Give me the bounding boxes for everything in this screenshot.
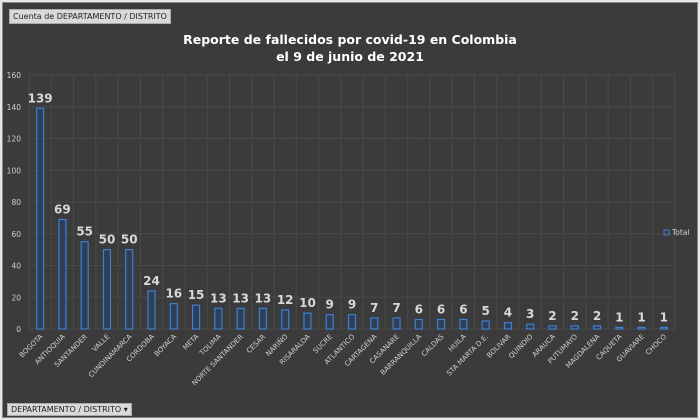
data-label: 6 [415, 302, 423, 316]
data-label: 1 [637, 310, 645, 324]
data-label: 50 [99, 233, 116, 247]
chart-title: Reporte de fallecidos por covid-19 en Co… [3, 31, 697, 65]
y-tick-label: 140 [7, 103, 22, 112]
axis-field-button[interactable]: DEPARTAMENTO / DISTRITO ▾ [7, 403, 132, 416]
x-tick-label: CALDAS [420, 332, 446, 358]
y-tick-label: 40 [11, 262, 21, 271]
bar[interactable] [503, 322, 513, 330]
data-label: 4 [504, 306, 512, 320]
x-tick-label: VALLE [91, 333, 112, 354]
data-label: 55 [76, 225, 93, 239]
data-label: 1 [615, 310, 623, 324]
bar[interactable] [214, 307, 223, 330]
bar[interactable] [258, 307, 267, 330]
data-label: 13 [232, 291, 249, 305]
dropdown-arrow-icon: ▾ [123, 405, 128, 414]
bar[interactable] [592, 325, 602, 330]
bar[interactable] [325, 314, 334, 330]
bar[interactable] [659, 326, 668, 330]
bar[interactable] [437, 318, 446, 330]
bar[interactable] [236, 307, 245, 330]
bar[interactable] [526, 323, 535, 330]
data-label: 15 [188, 288, 205, 302]
bar[interactable] [80, 241, 89, 330]
data-label: 10 [299, 296, 316, 310]
legend-label: Total [671, 228, 690, 237]
x-tick-label: QUINDIO [507, 332, 535, 360]
title: Reporte de fallecidos por covid-19 en Co… [183, 32, 517, 47]
bar[interactable] [58, 218, 67, 330]
data-label: 1 [660, 310, 668, 324]
bar[interactable] [147, 290, 156, 330]
bar[interactable] [169, 303, 178, 330]
bar[interactable] [615, 326, 624, 330]
data-label: 13 [255, 291, 272, 305]
x-tick-label: CHOCO [644, 332, 668, 356]
data-label: 7 [370, 301, 378, 315]
bar[interactable] [347, 314, 357, 330]
bar[interactable] [125, 249, 134, 330]
data-label: 9 [348, 298, 356, 312]
bar[interactable] [281, 309, 290, 330]
data-label: 16 [165, 287, 182, 301]
data-label: 12 [277, 293, 294, 307]
bar[interactable] [548, 325, 557, 330]
y-tick-label: 60 [11, 230, 21, 239]
bar[interactable] [392, 317, 401, 330]
x-tick-label: HUILA [447, 333, 468, 354]
subtitle: el 9 de junio de 2021 [276, 49, 424, 64]
bar[interactable] [370, 317, 379, 330]
value-field-button[interactable]: Cuenta de DEPARTAMENTO / DISTRITO [9, 9, 171, 24]
x-tick-label: STA MARTA D.E. [445, 333, 490, 378]
data-label: 6 [459, 302, 467, 316]
bar[interactable] [481, 320, 490, 330]
bar[interactable] [637, 326, 646, 330]
data-label: 2 [548, 309, 556, 323]
x-tick-label: BARRANQUILLA [379, 333, 423, 377]
axis-field-label: DEPARTAMENTO / DISTRITO [11, 405, 122, 414]
x-tick-label: BOYACA [153, 333, 179, 359]
bar-chart: 020406080100120140160139BOGOTA69ANTIOQUI… [7, 71, 690, 387]
bar[interactable] [570, 325, 579, 330]
y-tick-label: 160 [7, 71, 22, 80]
data-label: 50 [121, 233, 138, 247]
data-label: 5 [481, 304, 489, 318]
x-tick-label: META [181, 333, 200, 352]
data-label: 6 [437, 302, 445, 316]
data-label: 7 [392, 301, 400, 315]
data-label: 9 [326, 298, 334, 312]
bar[interactable] [102, 249, 112, 330]
bar[interactable] [36, 107, 45, 330]
y-tick-label: 20 [11, 293, 21, 302]
data-label: 2 [571, 309, 579, 323]
y-tick-label: 80 [11, 198, 21, 207]
y-tick-label: 100 [7, 166, 22, 175]
data-label: 139 [28, 91, 53, 105]
data-label: 69 [54, 202, 71, 216]
data-label: 2 [593, 309, 601, 323]
bar[interactable] [303, 312, 312, 330]
legend-swatch [663, 229, 670, 236]
bar[interactable] [414, 318, 423, 330]
data-label: 13 [210, 291, 227, 305]
y-tick-label: 120 [7, 135, 22, 144]
data-label: 3 [526, 307, 534, 321]
bar[interactable] [459, 318, 468, 330]
data-label: 24 [143, 274, 160, 288]
bar[interactable] [191, 304, 201, 330]
y-tick-label: 0 [16, 325, 21, 334]
